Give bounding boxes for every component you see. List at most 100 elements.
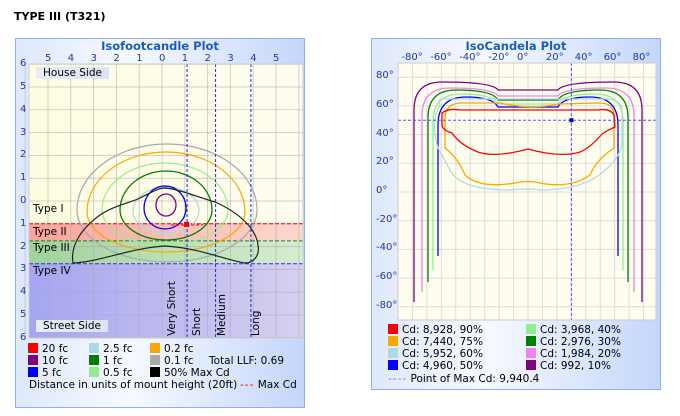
legend-swatch (526, 348, 536, 358)
legend-swatch (89, 367, 99, 377)
isofootcandle-title: Isofootcandle Plot (101, 39, 219, 53)
y-tick-label: 3 (20, 126, 27, 138)
legend-swatch (526, 336, 536, 346)
throw-label: Very Short (166, 281, 178, 336)
y-tick-label: -60° (376, 271, 398, 283)
legend-item: Cd: 4,960, 50% (388, 360, 483, 372)
legend-swatch (150, 367, 160, 377)
legend-label: 0.1 fc (164, 355, 194, 367)
legend-swatch (150, 355, 160, 365)
y-tick-label: 6 (20, 58, 27, 70)
x-tick-label: 20° (545, 52, 564, 63)
y-tick-label: -40° (376, 242, 398, 254)
throw-label: Medium (216, 294, 228, 336)
contour-0.5fc (101, 162, 229, 246)
legend-item: 5 fc (28, 367, 62, 379)
x-tick-label: 3 (227, 53, 234, 64)
legend-item: 0.1 fc (150, 355, 194, 367)
legend-item: 0.2 fc (150, 343, 194, 355)
legend-swatch (388, 348, 398, 358)
x-tick-label: 1 (181, 53, 189, 64)
x-tick-label: 80° (632, 52, 651, 63)
contour-10fc (155, 193, 177, 217)
x-tick-label: 2 (204, 53, 211, 64)
x-tick-label: 1 (136, 53, 143, 64)
total-llf: Total LLF: 0.69 (209, 355, 285, 367)
legend-label: Cd: 4,960, 50% (402, 360, 483, 372)
legend-swatch (526, 324, 536, 334)
zone-label: Type II (33, 226, 67, 238)
dashed-red-line-icon: --- (240, 379, 255, 391)
x-tick-label: -20° (488, 52, 510, 63)
legend-item: Cd: 7,440, 75% (388, 336, 483, 348)
x-tick-label: -80° (401, 52, 423, 63)
legend-item: Cd: 5,952, 60% (388, 348, 483, 360)
max-point-legend: ---- Point of Max Cd: 9,940.4 (388, 373, 539, 385)
legend-swatch (89, 355, 99, 365)
legend-item: 10 fc (28, 355, 68, 367)
street-side-label: Street Side (36, 320, 108, 332)
legend-label: 50% Max Cd (164, 367, 230, 379)
legend-label: 2.5 fc (103, 343, 133, 355)
legend-label: Cd: 5,952, 60% (402, 348, 483, 360)
y-tick-label: 1 (20, 172, 27, 184)
y-tick-label: 20° (376, 156, 394, 168)
legend-swatch (89, 343, 99, 353)
contour-40pct (432, 93, 624, 270)
y-tick-label: 80° (376, 70, 394, 82)
legend-item: 2.5 fc (89, 343, 133, 355)
x-tick-label: 0 (159, 53, 166, 64)
y-tick-label: 3 (20, 263, 27, 275)
contour-20pct (421, 87, 635, 292)
y-tick-label: -80° (376, 299, 398, 311)
legend-label: Cd: 992, 10% (540, 360, 611, 372)
legend-swatch (28, 343, 38, 353)
legend-item: 1 fc (89, 355, 123, 367)
iso-plot-border (397, 62, 657, 321)
legend-swatch (388, 324, 398, 334)
legend-label: 20 fc (42, 343, 69, 355)
contour-75pct (444, 102, 615, 186)
legend-swatch (150, 343, 160, 353)
legend-label: 0.5 fc (103, 367, 133, 379)
throw-label: Short (191, 307, 203, 336)
y-tick-label: -20° (376, 213, 398, 225)
legend-item: Cd: 3,968, 40% (526, 324, 621, 336)
legend-swatch (28, 355, 38, 365)
house-side-label: House Side (36, 67, 109, 79)
y-tick-label: 1 (20, 217, 27, 229)
y-tick-label: 60° (376, 98, 394, 110)
legend-label: 0.2 fc (164, 343, 194, 355)
isocandela-title: IsoCandela Plot (465, 39, 567, 53)
x-tick-label: 0° (517, 52, 529, 63)
y-tick-label: 40° (376, 127, 394, 139)
contour-10pct (413, 81, 643, 302)
x-tick-label: 4 (250, 53, 257, 64)
contour-1fc (119, 170, 213, 241)
max-cd-marker (184, 221, 190, 227)
x-tick-label: 5 (45, 53, 52, 64)
distance-footnote: Distance in units of mount height (20ft) (29, 379, 238, 391)
x-tick-label: 60° (603, 52, 622, 63)
legend-label: Cd: 8,928, 90% (402, 324, 483, 336)
dashed-blue-line-icon: ---- (388, 373, 408, 385)
y-tick-label: 5 (20, 81, 27, 92)
legend-item: 0.5 fc (89, 367, 133, 379)
legend-swatch (526, 360, 536, 370)
contour-30pct (427, 89, 629, 282)
contour-5fc (143, 185, 187, 230)
x-tick-label: 3 (90, 53, 97, 64)
max-cd-label: Max Cd (257, 379, 297, 391)
contour-0.2fc (86, 151, 246, 253)
x-tick-label: 5 (273, 53, 280, 64)
legend-swatch (388, 336, 398, 346)
y-tick-label: 0° (376, 185, 388, 196)
y-tick-label: 2 (20, 240, 27, 252)
max-point-label: Point of Max Cd: 9,940.4 (410, 373, 540, 385)
legend-label: 10 fc (42, 355, 69, 367)
contour-60pct (433, 98, 623, 191)
legend-item: 20 fc (28, 343, 68, 355)
y-tick-label: 4 (20, 286, 27, 298)
zone-label: Type IV (33, 265, 71, 277)
